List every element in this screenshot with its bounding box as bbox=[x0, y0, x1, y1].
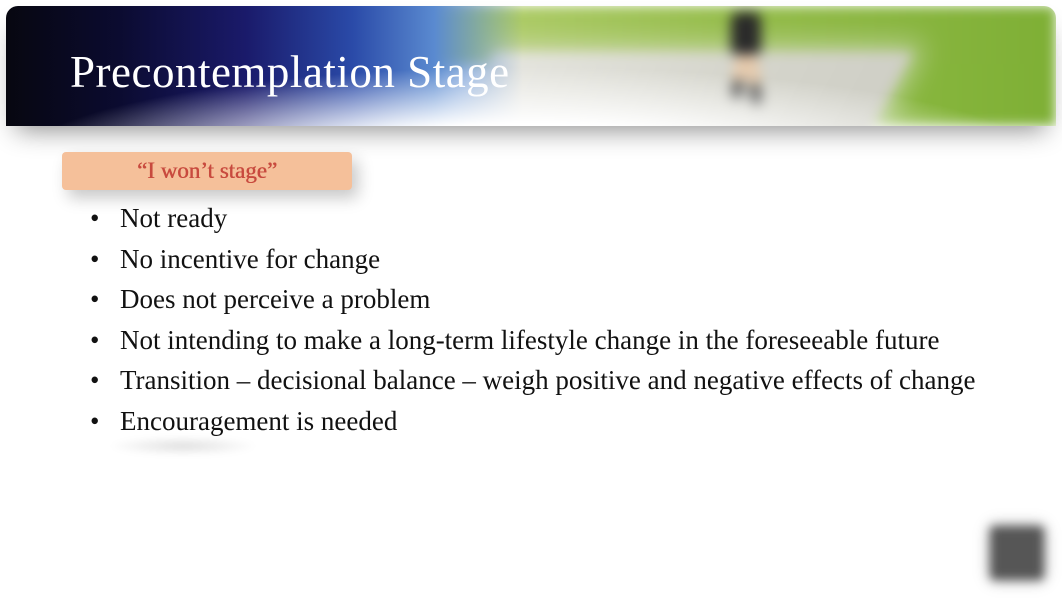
bullet-item: Encouragement is needed bbox=[80, 401, 992, 442]
bullet-item: Not ready bbox=[80, 198, 992, 239]
bullet-item: Does not perceive a problem bbox=[80, 279, 992, 320]
subtitle-text: “I won’t stage” bbox=[137, 158, 277, 184]
slide-title: Precontemplation Stage bbox=[70, 46, 510, 98]
runner-torso bbox=[731, 12, 761, 56]
bullet-item: Transition – decisional balance – weigh … bbox=[80, 360, 992, 401]
corner-box-decor bbox=[990, 526, 1044, 580]
bullet-list: Not ready No incentive for change Does n… bbox=[80, 198, 992, 441]
slide: Precontemplation Stage “I won’t stage” N… bbox=[0, 0, 1062, 598]
smudge-shadow bbox=[108, 436, 258, 456]
bullet-list-container: Not ready No incentive for change Does n… bbox=[80, 198, 992, 441]
subtitle-pill: “I won’t stage” bbox=[62, 152, 352, 190]
bullet-item: No incentive for change bbox=[80, 239, 992, 280]
bullet-item: Not intending to make a long-term lifest… bbox=[80, 320, 992, 361]
